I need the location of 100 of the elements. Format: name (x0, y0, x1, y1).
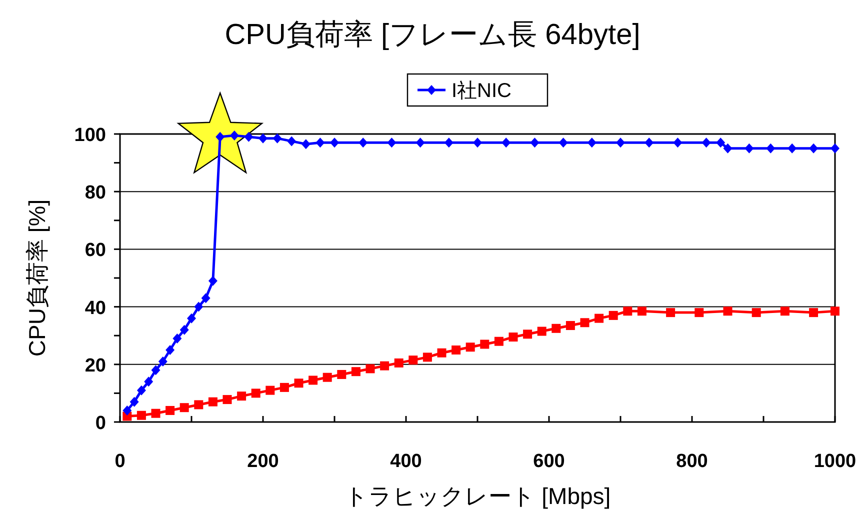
point (552, 324, 561, 333)
point (637, 306, 646, 316)
point (351, 367, 360, 376)
point (752, 308, 761, 318)
point (136, 410, 146, 420)
point (830, 143, 840, 154)
point (644, 138, 654, 148)
point (780, 306, 790, 316)
x-axis-title: トラヒックレート [Mbps] (344, 483, 611, 509)
point (766, 143, 776, 154)
point (502, 138, 511, 148)
point (208, 276, 218, 286)
point (251, 388, 260, 398)
point (136, 385, 146, 396)
point (380, 361, 390, 370)
point (480, 340, 490, 349)
point (387, 138, 396, 148)
point (744, 143, 754, 154)
point (558, 138, 568, 148)
y-tick-label: 0 (95, 413, 106, 434)
point (194, 302, 204, 312)
point (623, 306, 632, 316)
point (809, 143, 818, 154)
point (494, 336, 504, 346)
point (466, 342, 475, 352)
point (266, 386, 275, 395)
point (166, 406, 175, 415)
point (437, 348, 446, 358)
point (187, 313, 196, 324)
point (287, 136, 296, 146)
point (594, 314, 604, 323)
point (258, 133, 268, 144)
point (723, 306, 732, 316)
point (788, 143, 797, 154)
point (222, 395, 232, 404)
point (608, 310, 618, 320)
point (208, 397, 218, 406)
point (130, 396, 139, 407)
point (537, 326, 546, 336)
point (201, 293, 210, 304)
point (587, 138, 596, 148)
y-tick-label: 20 (84, 355, 106, 376)
point (330, 138, 339, 148)
point (180, 403, 189, 412)
point (580, 318, 590, 328)
point (122, 405, 132, 416)
point (694, 308, 704, 318)
point (216, 132, 225, 142)
point (716, 138, 726, 148)
point (230, 130, 239, 140)
point (530, 138, 540, 148)
point (322, 372, 332, 382)
point (316, 138, 325, 148)
y-tick-label: 60 (84, 240, 106, 262)
point (473, 138, 482, 148)
point (358, 138, 368, 148)
y-tick-label: 100 (74, 125, 106, 146)
legend-label: I社NIC (452, 80, 512, 102)
x-tick-label: 200 (247, 451, 279, 472)
point (308, 376, 318, 385)
point (244, 132, 254, 142)
x-tick-label: 400 (390, 451, 422, 472)
point (151, 365, 160, 376)
point (301, 139, 310, 150)
point (280, 382, 289, 392)
point (809, 308, 818, 318)
point (394, 358, 404, 368)
x-tick-label: 800 (676, 451, 708, 472)
point (422, 352, 432, 362)
point (508, 332, 518, 342)
point (416, 138, 425, 148)
point (566, 321, 575, 330)
x-tick-label: 1000 (814, 451, 856, 472)
point (666, 308, 676, 318)
y-axis-title: CPU負荷率 [%] (24, 199, 50, 357)
point (366, 364, 375, 374)
point (408, 356, 418, 365)
point (444, 138, 454, 148)
y-tick-label: 40 (84, 298, 106, 319)
point (180, 324, 189, 335)
x-tick-label: 600 (533, 451, 565, 472)
point (452, 346, 461, 354)
point (723, 143, 732, 154)
point (151, 408, 160, 418)
point (194, 400, 204, 410)
point (294, 378, 304, 388)
point (337, 370, 346, 379)
point (702, 138, 711, 148)
point (523, 330, 532, 339)
point (166, 345, 175, 355)
point (144, 376, 154, 387)
point (237, 392, 246, 401)
point (172, 333, 182, 344)
point (830, 306, 840, 316)
x-tick-label: 0 (114, 451, 126, 472)
chart-title: CPU負荷率 [フレーム長 64byte] (224, 19, 640, 51)
point (158, 356, 168, 367)
point (616, 138, 625, 148)
point (673, 138, 682, 148)
y-tick-label: 80 (84, 182, 106, 204)
